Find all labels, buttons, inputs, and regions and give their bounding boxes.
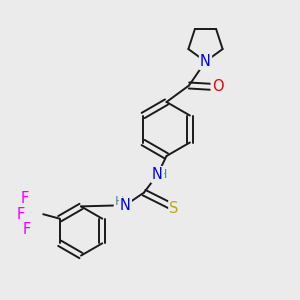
Text: F: F bbox=[16, 207, 25, 222]
Text: F: F bbox=[22, 222, 31, 237]
Text: H: H bbox=[158, 167, 168, 181]
Text: N: N bbox=[152, 167, 163, 182]
Text: O: O bbox=[212, 80, 223, 94]
Text: N: N bbox=[200, 54, 211, 69]
Text: S: S bbox=[169, 201, 179, 216]
Text: N: N bbox=[120, 198, 131, 213]
Text: F: F bbox=[21, 191, 29, 206]
Text: H: H bbox=[115, 195, 124, 208]
